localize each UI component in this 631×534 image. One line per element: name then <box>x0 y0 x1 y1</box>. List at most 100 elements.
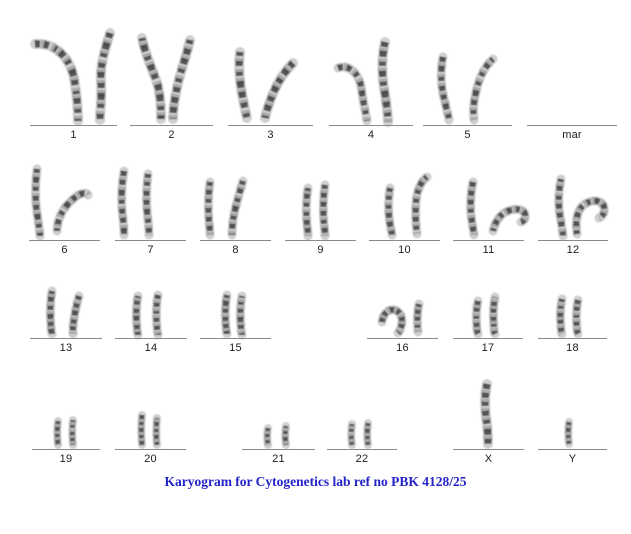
chromosome-stroke <box>237 295 245 336</box>
group-label-22: 22 <box>355 453 369 465</box>
chromosome-stroke <box>54 420 62 446</box>
group-label-14: 14 <box>144 342 158 354</box>
group-label-8: 8 <box>232 244 239 256</box>
chromosome-stroke <box>348 423 355 446</box>
chromosome-stroke <box>235 51 251 119</box>
chromosome-stroke <box>490 206 529 232</box>
chromosome-Ya <box>564 418 573 448</box>
group-line-4 <box>329 125 413 126</box>
chromosome-10a <box>384 183 397 240</box>
group-label-18: 18 <box>566 342 579 354</box>
group-line-7 <box>115 240 186 241</box>
chromosome-stroke <box>348 423 356 446</box>
chromosome-15a <box>220 290 232 339</box>
chromosome-16b <box>412 299 424 337</box>
chromosome-stroke <box>138 414 145 446</box>
chromosome-3a <box>234 47 252 123</box>
chromosome-stroke <box>34 40 82 122</box>
group-line-Y <box>538 449 607 450</box>
chromosome-stroke <box>320 184 328 237</box>
group-line-mar <box>527 125 617 126</box>
chromosome-stroke <box>133 295 141 336</box>
chromosome-13b <box>68 291 84 339</box>
chromosome-stroke <box>412 174 429 235</box>
chromosome-7b <box>142 169 154 240</box>
chromosome-1a <box>30 38 83 126</box>
chromosome-stroke <box>572 299 582 336</box>
chromosome-16a <box>377 305 407 338</box>
chromosome-stroke <box>70 295 82 334</box>
chromosome-20b <box>152 414 161 449</box>
group-line-10 <box>369 240 440 241</box>
group-line-16 <box>367 338 438 339</box>
chromosome-stroke <box>282 425 289 446</box>
chromosome-stroke <box>118 170 127 236</box>
chromosome-21b <box>281 422 290 449</box>
chromosome-stroke <box>138 37 165 120</box>
chromosome-stroke <box>473 300 481 336</box>
chromosome-1b <box>95 28 115 125</box>
chromosome-14b <box>151 290 163 340</box>
group-line-15 <box>200 338 271 339</box>
chromosome-stroke <box>261 60 296 119</box>
chromosome-stroke <box>364 422 371 446</box>
group-label-12: 12 <box>566 244 580 256</box>
chromosome-stroke <box>228 179 247 236</box>
group-label-21: 21 <box>272 453 285 465</box>
group-line-8 <box>200 240 271 241</box>
chromosome-stroke <box>472 300 482 336</box>
chromosome-stroke <box>69 419 76 446</box>
chromosome-stroke <box>438 56 452 121</box>
chromosome-stroke <box>364 422 372 446</box>
chromosome-stroke <box>53 189 91 232</box>
group-label-9: 9 <box>317 244 324 256</box>
chromosome-stroke <box>32 168 43 237</box>
group-label-10: 10 <box>398 244 411 256</box>
group-label-X: X <box>484 453 493 465</box>
chromosome-2a <box>137 33 166 124</box>
chromosome-stroke <box>143 173 152 236</box>
chromosome-stroke <box>169 39 194 120</box>
chromosome-stroke <box>470 56 496 121</box>
group-line-12 <box>538 240 608 241</box>
group-label-4: 4 <box>367 129 375 141</box>
chromosome-11b <box>488 204 530 236</box>
group-line-X <box>453 449 524 450</box>
group-label-15: 15 <box>229 342 242 354</box>
chromosome-15b <box>235 291 247 340</box>
chromosome-stroke <box>302 187 312 237</box>
chromosome-Xa <box>480 379 493 449</box>
chromosome-stroke <box>264 427 272 446</box>
chromosome-19a <box>53 417 62 449</box>
chromosome-17b <box>488 292 500 339</box>
group-line-17 <box>453 338 523 339</box>
chromosome-stroke <box>379 306 405 336</box>
chromosome-2b <box>168 35 195 124</box>
group-label-1: 1 <box>70 129 77 141</box>
chromosome-stroke <box>54 190 91 232</box>
group-line-19 <box>32 449 100 450</box>
chromosome-stroke <box>489 296 499 336</box>
group-label-mar: mar <box>562 129 582 141</box>
chromosome-stroke <box>490 296 498 336</box>
chromosome-stroke <box>573 299 581 336</box>
chromosome-stroke <box>573 197 608 235</box>
group-label-6: 6 <box>61 244 68 256</box>
group-line-22 <box>327 449 397 450</box>
chromosome-stroke <box>229 180 246 236</box>
group-label-19: 19 <box>59 453 73 465</box>
chromosome-stroke <box>385 187 395 236</box>
chromosome-stroke <box>557 298 565 336</box>
group-label-17: 17 <box>481 342 495 354</box>
group-line-21 <box>242 449 315 450</box>
chromosome-stroke <box>152 294 162 336</box>
chromosome-stroke <box>69 419 77 446</box>
chromosome-stroke <box>222 294 230 335</box>
chromosome-stroke <box>153 417 160 446</box>
chromosome-stroke <box>336 63 371 122</box>
chromosome-stroke <box>54 420 61 446</box>
chromosome-9b <box>318 180 330 241</box>
chromosome-stroke <box>413 303 423 333</box>
chromosome-7a <box>117 166 129 240</box>
